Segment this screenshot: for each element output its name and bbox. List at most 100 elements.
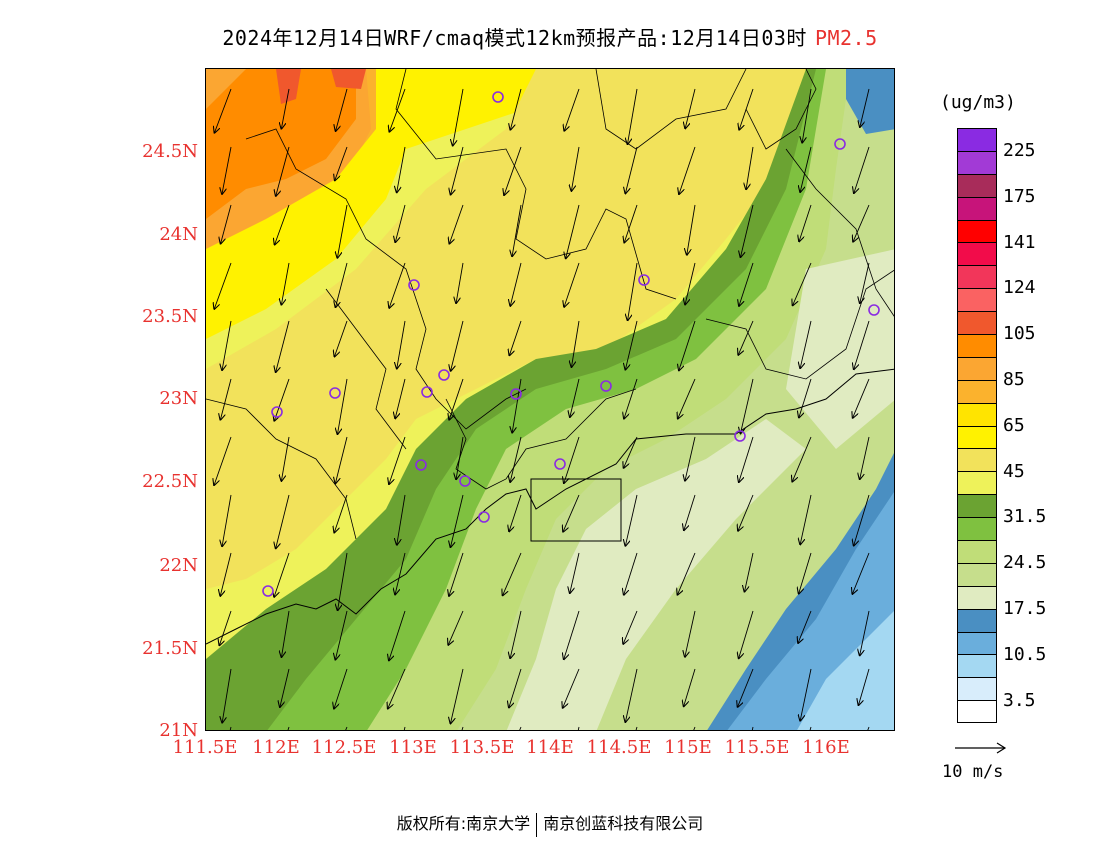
wind-arrow	[739, 610, 754, 658]
field-10.5-ne	[846, 69, 894, 134]
site-marker[interactable]	[459, 475, 471, 487]
wind-arrow	[564, 88, 580, 131]
site-marker[interactable]	[492, 91, 504, 103]
longitude-label: 112E	[252, 737, 300, 758]
wind-arrow	[222, 668, 232, 723]
colorbar-swatch	[957, 219, 997, 243]
wind-arrow	[397, 320, 406, 369]
wind-arrow	[852, 552, 870, 594]
site-marker[interactable]	[262, 585, 274, 597]
wind-arrow	[684, 494, 696, 530]
wind-arrow	[678, 378, 696, 419]
wind-arrow	[738, 668, 754, 707]
wind-arrow	[564, 610, 580, 659]
colorbar-swatch	[957, 402, 997, 426]
wind-arrow	[449, 378, 464, 420]
wind-arrow	[389, 262, 406, 308]
wind-arrow	[281, 262, 290, 305]
pm25-map[interactable]	[205, 68, 895, 731]
wind-arrow	[336, 88, 348, 131]
wind-arrow	[388, 668, 406, 709]
latitude-label: 24.5N	[142, 141, 198, 162]
longitude-label: 115.5E	[724, 737, 790, 758]
colorbar-swatch	[957, 517, 997, 541]
wind-arrow	[563, 668, 580, 708]
boundary-7	[705, 269, 894, 380]
wind-arrow	[800, 146, 812, 192]
field-124	[276, 69, 301, 104]
site-marker[interactable]	[638, 274, 650, 286]
colorbar-label: 45	[1003, 460, 1025, 482]
longitude-label: 115E	[664, 737, 712, 758]
wind-arrow	[222, 320, 232, 370]
wind-arrow	[624, 436, 638, 468]
colorbar-unit: (ug/m3)	[940, 92, 1016, 113]
colorbar-swatch	[957, 334, 997, 357]
site-marker[interactable]	[834, 138, 846, 150]
copyright-footer: 版权所有:南京大学 南京创蓝科技有限公司	[0, 810, 1100, 837]
wind-arrow	[453, 88, 464, 146]
wind-arrow	[860, 262, 870, 303]
colorbar-label: 141	[1003, 231, 1036, 253]
site-marker[interactable]	[408, 279, 420, 291]
wind-arrow	[334, 668, 348, 709]
site-marker[interactable]	[868, 304, 880, 316]
boundary-3	[595, 69, 747, 150]
wind-arrow	[570, 552, 580, 593]
wind-arrow	[276, 494, 290, 548]
wind-arrow	[799, 204, 812, 241]
site-marker[interactable]	[271, 406, 283, 418]
site-marker[interactable]	[554, 458, 566, 470]
wind-arrow	[739, 436, 754, 482]
site-marker[interactable]	[329, 387, 341, 399]
wind-arrow	[564, 436, 580, 483]
wind-arrow	[793, 262, 812, 305]
wind-arrow	[509, 494, 522, 531]
coastline	[206, 368, 894, 645]
wind-arrow	[503, 552, 522, 595]
wind-arrow	[449, 552, 464, 596]
site-marker[interactable]	[421, 386, 433, 398]
wind-reference-label: 10 m/s	[942, 762, 1004, 782]
wind-arrow	[456, 436, 464, 479]
wind-arrow	[624, 204, 638, 243]
site-marker[interactable]	[415, 459, 427, 471]
site-marker[interactable]	[510, 388, 522, 400]
colorbar-label: 124	[1003, 277, 1036, 299]
wind-arrow	[625, 494, 638, 546]
wind-arrow	[738, 494, 754, 531]
wind-arrow	[745, 552, 754, 592]
monitoring-sites	[262, 91, 880, 597]
wind-arrow	[853, 378, 870, 418]
colorbar-swatch	[957, 654, 997, 678]
wind-arrow	[456, 262, 464, 303]
wind-arrow	[685, 262, 696, 305]
wind-arrow	[741, 204, 754, 257]
colorbar-label: 3.5	[1003, 689, 1036, 711]
site-marker[interactable]	[478, 511, 490, 523]
wind-arrow	[451, 320, 464, 371]
longitude-label: 114E	[526, 737, 574, 758]
wind-arrow	[274, 378, 290, 421]
colorbar-swatch	[957, 700, 997, 724]
wind-arrow	[800, 320, 812, 368]
longitude-label: 112.5E	[311, 737, 377, 758]
wind-arrow	[389, 436, 406, 484]
wind-arrow	[389, 88, 406, 132]
field-65	[206, 69, 536, 339]
wind-arrow	[280, 668, 290, 707]
wind-arrow	[214, 262, 232, 309]
wind-arrow	[509, 668, 522, 708]
site-marker[interactable]	[734, 430, 746, 442]
site-marker[interactable]	[600, 380, 612, 392]
map-title: 2024年12月14日WRF/cmaq模式12km预报产品:12月14日03时 P…	[0, 22, 1100, 51]
wind-arrow	[738, 320, 754, 355]
colorbar-swatch	[957, 242, 997, 266]
boundary-1	[245, 128, 527, 430]
wind-arrow	[222, 494, 232, 546]
colorbar-swatch	[957, 173, 997, 197]
boundary-6	[206, 398, 357, 540]
wind-arrow	[220, 552, 232, 596]
site-marker[interactable]	[438, 369, 450, 381]
wind-arrow	[628, 262, 638, 320]
